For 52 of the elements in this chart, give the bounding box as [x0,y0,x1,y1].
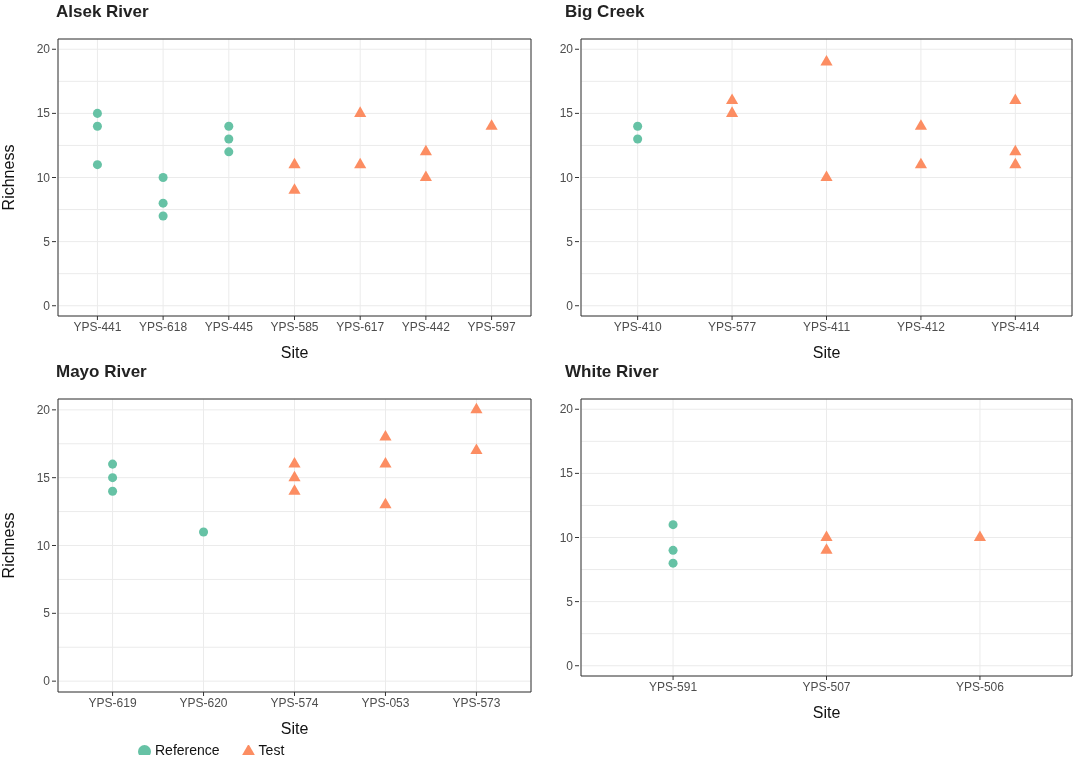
x-tick-label: YPS-585 [270,319,319,334]
y-tick-label: 5 [43,234,51,249]
x-tick-label: YPS-573 [452,695,501,710]
y-tick-label: 0 [566,298,574,313]
x-tick-label: YPS-414 [991,319,1040,334]
y-tick-label: 5 [566,594,574,609]
x-tick-label: YPS-411 [802,319,851,334]
y-tick-label: 10 [559,530,574,545]
y-tick-label: 15 [36,106,51,121]
chart-title: White River [564,361,660,383]
x-tick-label: YPS-053 [361,695,410,710]
chart-title: Mayo River [55,361,148,383]
y-tick-label: 20 [559,42,574,57]
y-tick-label: 20 [559,402,574,417]
x-axis-title: Site [280,344,309,361]
x-tick-label: YPS-617 [336,319,385,334]
y-tick-label: 10 [559,170,574,185]
chart-title: Big Creek [564,1,646,23]
y-tick-label: 10 [36,538,51,553]
y-axis-title: Richness [0,512,17,579]
x-axis-title: Site [280,720,309,737]
x-tick-label: YPS-574 [270,695,319,710]
legend-label: Reference [155,742,220,757]
x-axis-title: Site [812,344,841,361]
y-axis-title: Richness [0,144,17,211]
x-tick-label: YPS-410 [613,319,662,334]
x-tick-label: YPS-445 [204,319,254,334]
y-tick-label: 15 [559,466,574,481]
chart-title: Alsek River [55,1,150,23]
x-tick-label: YPS-620 [179,695,228,710]
y-tick-label: 5 [43,606,51,621]
y-tick-label: 20 [36,42,51,57]
x-tick-label: YPS-441 [73,319,122,334]
x-axis-title: Site [812,704,841,721]
y-tick-label: 15 [36,470,51,485]
x-tick-label: YPS-442 [401,319,451,334]
y-tick-label: 10 [36,170,51,185]
y-tick-label: 20 [36,402,51,417]
x-tick-label: YPS-597 [467,319,516,334]
x-tick-label: YPS-507 [802,679,851,694]
x-tick-label: YPS-619 [88,695,137,710]
y-tick-label: 5 [566,234,574,249]
y-tick-label: 0 [43,674,51,689]
x-tick-label: YPS-618 [139,319,188,334]
legend-label: Test [258,742,285,757]
y-tick-label: 0 [43,298,51,313]
y-tick-label: 15 [559,106,574,121]
x-tick-label: YPS-412 [896,319,946,334]
x-tick-label: YPS-506 [955,679,1005,694]
x-tick-label: YPS-591 [649,679,698,694]
x-tick-label: YPS-577 [708,319,757,334]
y-tick-label: 0 [566,658,574,673]
